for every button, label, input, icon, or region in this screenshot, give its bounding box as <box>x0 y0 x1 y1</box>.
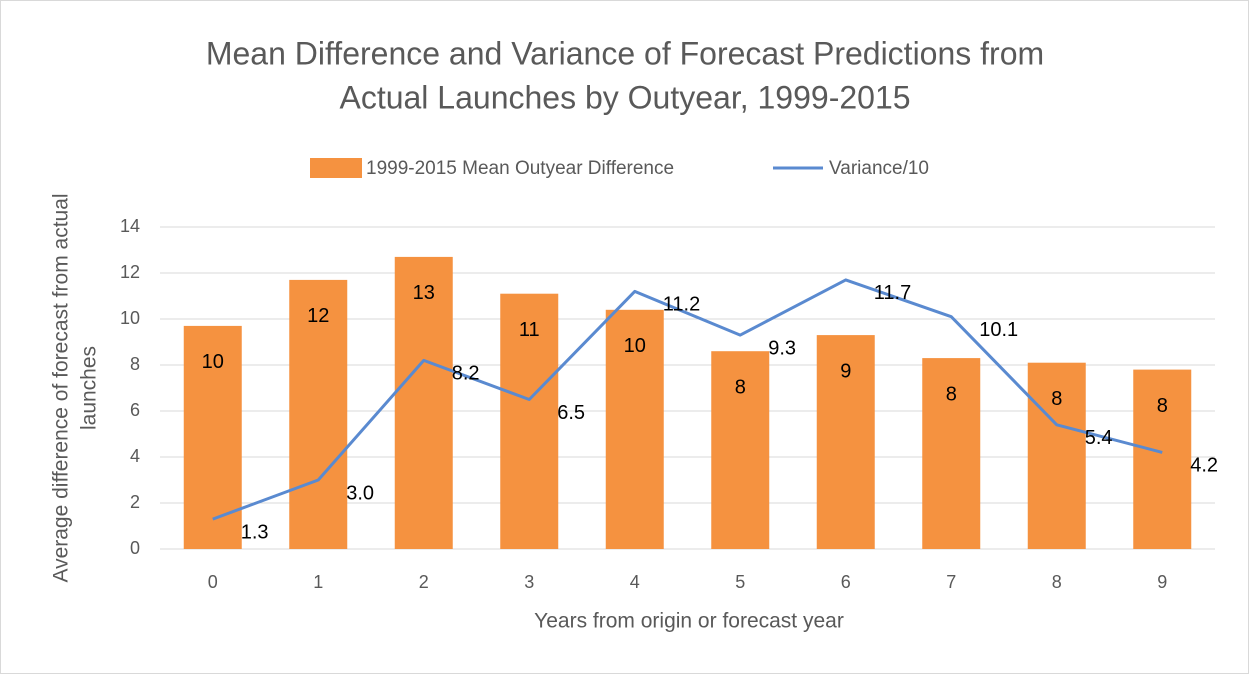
data-label: 9.3 <box>768 337 796 359</box>
data-label: 1.3 <box>241 521 269 543</box>
bar <box>605 309 664 549</box>
data-label: 6.5 <box>557 402 585 424</box>
y-axis-label: Average difference of forecast from actu… <box>50 193 101 582</box>
y-tick-label: 6 <box>130 400 140 420</box>
chart-title: Actual Launches by Outyear, 1999-2015 <box>339 79 910 115</box>
legend-label: 1999-2015 Mean Outyear Difference <box>366 158 674 179</box>
data-label: 9 <box>840 360 851 382</box>
data-label: 10 <box>202 351 224 373</box>
data-label: 12 <box>307 305 329 327</box>
x-axis-label: Years from origin or forecast year <box>534 610 844 633</box>
chart-title: Mean Difference and Variance of Forecast… <box>206 35 1044 71</box>
x-tick-label: 2 <box>419 572 429 592</box>
bar <box>289 279 348 549</box>
y-tick-label: 8 <box>130 354 140 374</box>
x-tick-label: 7 <box>946 572 956 592</box>
bar <box>816 335 875 549</box>
bar <box>1133 369 1192 549</box>
legend-swatch <box>310 158 362 178</box>
x-tick-label: 4 <box>630 572 640 592</box>
y-tick-label: 14 <box>120 216 140 236</box>
x-tick-label: 9 <box>1157 572 1167 592</box>
data-label: 8 <box>735 376 746 398</box>
x-tick-label: 8 <box>1052 572 1062 592</box>
data-label: 10.1 <box>979 319 1018 341</box>
bar <box>394 256 453 549</box>
x-tick-label: 6 <box>841 572 851 592</box>
y-tick-label: 10 <box>120 308 140 328</box>
x-tick-label: 0 <box>208 572 218 592</box>
bar <box>922 358 981 549</box>
y-tick-label: 2 <box>130 492 140 512</box>
y-axis-label-line: launches <box>78 346 101 430</box>
y-tick-label: 12 <box>120 262 140 282</box>
bar <box>500 293 559 549</box>
y-tick-label: 4 <box>130 446 140 466</box>
data-label: 8 <box>946 383 957 405</box>
data-label: 4.2 <box>1190 455 1218 477</box>
data-label: 8 <box>1157 395 1168 417</box>
data-label: 8 <box>1051 388 1062 410</box>
x-tick-label: 3 <box>524 572 534 592</box>
x-tick-label: 1 <box>313 572 323 592</box>
data-label: 10 <box>624 335 646 357</box>
data-label: 11.2 <box>663 294 700 316</box>
data-label: 11.7 <box>874 282 911 304</box>
bar <box>1027 362 1086 549</box>
y-tick-label: 0 <box>130 538 140 558</box>
line <box>212 278 1163 521</box>
x-tick-label: 5 <box>735 572 745 592</box>
legend-label: Variance/10 <box>829 158 929 179</box>
bar <box>711 351 770 549</box>
data-label: 8.2 <box>452 363 480 385</box>
y-axis-label-line: Average difference of forecast from actu… <box>50 193 73 582</box>
data-label: 11 <box>519 319 540 341</box>
data-label: 13 <box>413 282 435 304</box>
data-label: 3.0 <box>346 482 374 504</box>
data-label: 5.4 <box>1085 427 1113 449</box>
